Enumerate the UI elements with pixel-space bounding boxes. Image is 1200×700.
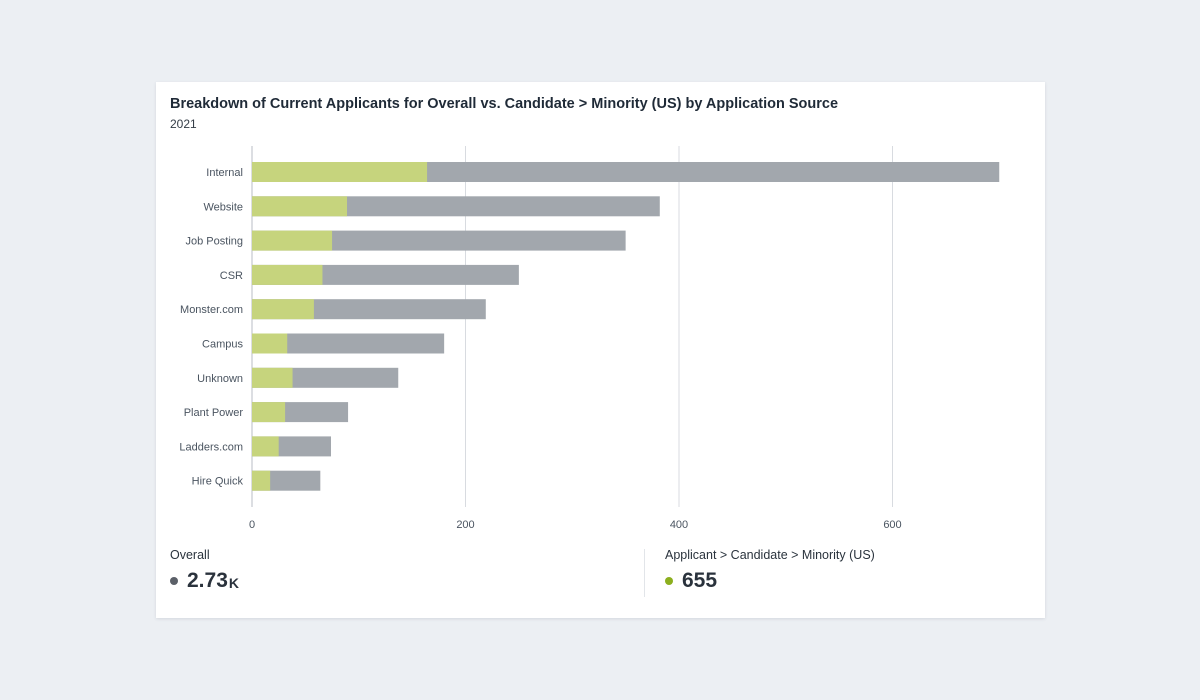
chart-subtitle: 2021 bbox=[170, 117, 197, 131]
bar-overall-website bbox=[252, 196, 660, 217]
category-label-internal: Internal bbox=[206, 167, 243, 179]
x-tick-label-400: 400 bbox=[670, 519, 688, 531]
summary-overall-unit: K bbox=[228, 575, 239, 591]
summary-overall-value-row: 2.73 K bbox=[170, 569, 239, 593]
bar-minority-plant-power bbox=[252, 402, 286, 423]
category-label-plant-power: Plant Power bbox=[184, 407, 244, 419]
category-label-monster-com: Monster.com bbox=[180, 304, 243, 316]
summary-overall: Overall 2.73 K bbox=[170, 548, 239, 593]
x-tick-label-600: 600 bbox=[883, 519, 901, 531]
category-label-campus: Campus bbox=[202, 339, 243, 351]
summary-overall-value: 2.73 bbox=[187, 569, 228, 592]
bar-minority-ladders-com bbox=[252, 436, 279, 457]
bar-minority-job-posting bbox=[252, 230, 333, 251]
x-tick-label-200: 200 bbox=[456, 519, 474, 531]
bar-minority-csr bbox=[252, 264, 323, 285]
chart-card: Breakdown of Current Applicants for Over… bbox=[156, 82, 1045, 618]
category-label-unknown: Unknown bbox=[197, 373, 243, 385]
bar-chart: 0 200 400 600 Internal Website Job Posting CSR M… bbox=[179, 146, 1000, 531]
category-label-hire-quick: Hire Quick bbox=[192, 476, 244, 488]
chart-title: Breakdown of Current Applicants for Over… bbox=[170, 96, 839, 112]
summary-overall-label: Overall bbox=[170, 548, 210, 562]
category-label-website: Website bbox=[203, 201, 243, 213]
summary-divider bbox=[644, 549, 645, 597]
bar-minority-internal bbox=[252, 162, 428, 182]
overall-legend-dot bbox=[170, 577, 178, 585]
bar-minority-website bbox=[252, 196, 348, 217]
category-label-csr: CSR bbox=[220, 270, 243, 282]
bar-overall-internal bbox=[252, 162, 1000, 182]
bar-overall-job-posting bbox=[252, 230, 626, 251]
category-label-ladders-com: Ladders.com bbox=[179, 441, 243, 453]
bar-minority-campus bbox=[252, 333, 288, 354]
summary-minority-label: Applicant > Candidate > Minority (US) bbox=[665, 548, 875, 562]
minority-legend-dot bbox=[665, 577, 673, 585]
x-tick-label-0: 0 bbox=[249, 519, 255, 531]
bar-overall-campus bbox=[252, 333, 445, 354]
bar-minority-unknown bbox=[252, 367, 293, 388]
bar-minority-monster-com bbox=[252, 299, 314, 320]
summary-minority-value: 655 bbox=[682, 569, 718, 592]
summary-minority-value-row: 655 bbox=[665, 569, 875, 593]
category-label-job-posting: Job Posting bbox=[186, 236, 243, 248]
summary-minority: Applicant > Candidate > Minority (US) 65… bbox=[665, 548, 875, 593]
bar-minority-hire-quick bbox=[252, 470, 271, 491]
